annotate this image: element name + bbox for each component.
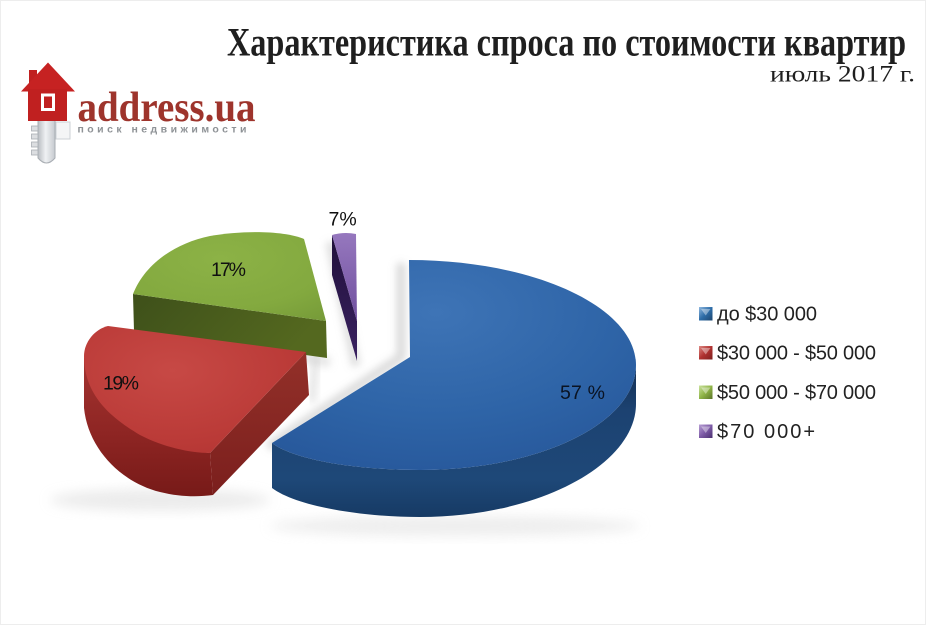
svg-text:$30 000 - $50 000: $30 000 - $50 000 (717, 343, 876, 365)
svg-text:$50 000 - $70 000: $50 000 - $70 000 (717, 382, 876, 404)
svg-text:19%: 19% (103, 373, 139, 395)
svg-text:57 %: 57 % (560, 382, 605, 404)
svg-text:июль 2017 г.: июль 2017 г. (770, 62, 915, 88)
svg-text:17%: 17% (211, 259, 246, 281)
svg-text:7%: 7% (329, 209, 357, 231)
svg-text:address.ua: address.ua (78, 85, 256, 131)
svg-text:поиск недвижимости: поиск недвижимости (78, 124, 247, 136)
svg-text:до $30 000: до $30 000 (717, 304, 817, 326)
svg-text:Характеристика спроса по стоим: Характеристика спроса по стоимости кварт… (227, 20, 906, 65)
svg-text:$70 000+: $70 000+ (717, 421, 815, 443)
